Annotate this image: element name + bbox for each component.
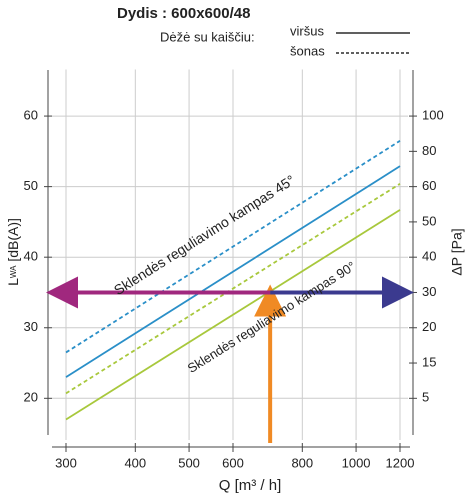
y2-tick-label: 5: [422, 390, 429, 405]
y2-tick-label: 40: [422, 249, 436, 264]
y-tick-label: 60: [24, 108, 38, 123]
y2-tick-label: 20: [422, 319, 436, 334]
y2-tick-label: 30: [422, 284, 436, 299]
x-tick-label: 1000: [342, 455, 371, 470]
y-tick-label: 40: [24, 249, 38, 264]
x-tick-label: 1200: [386, 455, 415, 470]
y2-tick-label: 80: [422, 143, 436, 158]
y-axis-label: LWA [dB(A)]: [5, 218, 21, 286]
y2-axis-label: ΔP [Pa]: [449, 228, 465, 275]
x-axis-label: Q [m³ / h]: [219, 477, 282, 494]
y2-tick-label: 50: [422, 213, 436, 228]
series-line: [65, 183, 401, 395]
subtitle: Dėžė su kaiščiu:: [160, 29, 255, 44]
series-line: [65, 165, 401, 378]
chart-title: Dydis : 600x600/48: [117, 5, 250, 22]
y-tick-label: 20: [24, 390, 38, 405]
x-tick-label: 800: [291, 455, 313, 470]
x-tick-label: 600: [222, 455, 244, 470]
y2-tick-label: 100: [422, 108, 444, 123]
y-tick-label: 30: [24, 319, 38, 334]
y-tick-label: 50: [24, 178, 38, 193]
series-line: [65, 209, 401, 421]
x-tick-label: 300: [55, 455, 77, 470]
x-tick-label: 400: [124, 455, 146, 470]
legend-label: šonas: [290, 43, 325, 58]
legend-label: viršus: [290, 23, 324, 38]
annotation: Sklendės reguliavimo kampas 45°: [111, 172, 298, 298]
y2-tick-label: 15: [422, 354, 436, 369]
x-tick-label: 500: [178, 455, 200, 470]
series-line: [65, 140, 401, 354]
y2-tick-label: 60: [422, 178, 436, 193]
